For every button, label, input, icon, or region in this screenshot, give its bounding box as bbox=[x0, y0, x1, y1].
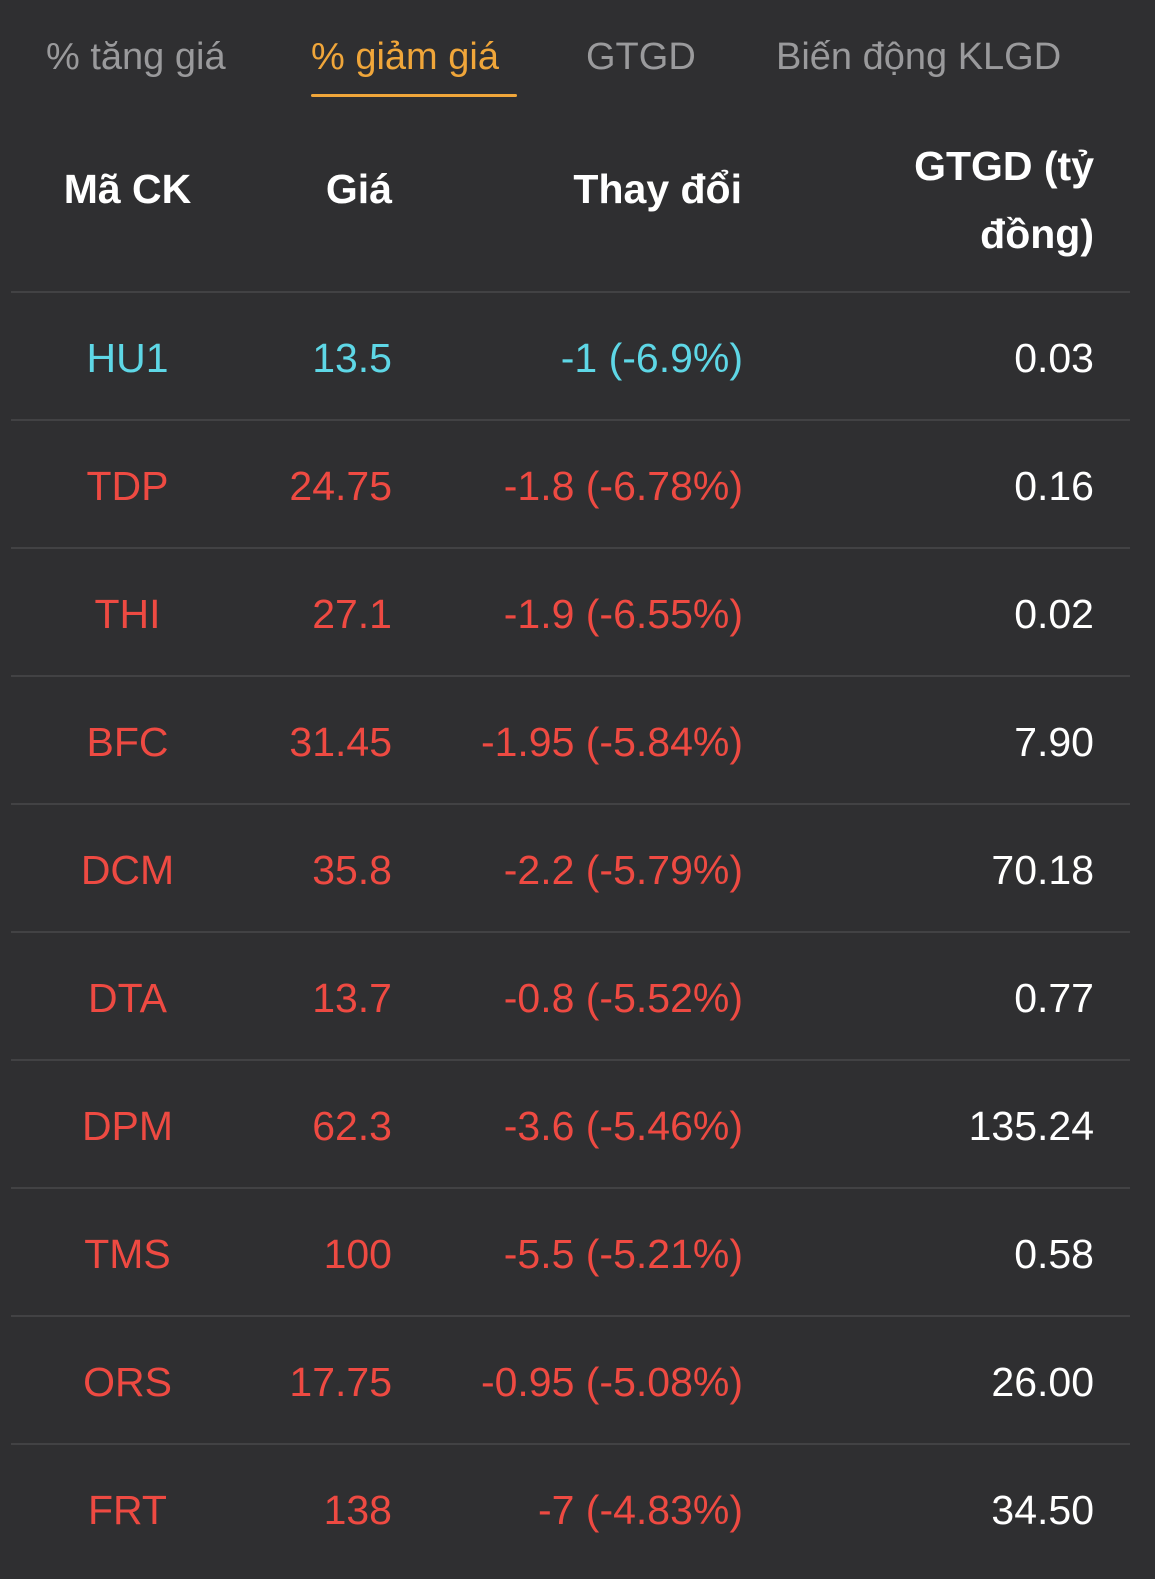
ticker-cell[interactable]: DPM bbox=[81, 1103, 174, 1149]
ticker-cell[interactable]: DCM bbox=[80, 847, 175, 893]
ticker-cell[interactable]: TMS bbox=[84, 1231, 171, 1277]
column-header-change[interactable]: Thay đổi bbox=[573, 166, 742, 212]
ticker-cell[interactable]: DTA bbox=[88, 975, 167, 1021]
tab-top-losers-label: % giảm giá bbox=[311, 36, 499, 78]
price-cell: 100 bbox=[323, 1231, 392, 1277]
trading-value-cell: 135.24 bbox=[968, 1103, 1094, 1149]
trading-value-cell: 7.90 bbox=[1014, 719, 1094, 765]
column-header-price[interactable]: Giá bbox=[325, 166, 392, 212]
ticker-cell[interactable]: THI bbox=[94, 591, 161, 637]
change-cell: -0.95 (-5.08%) bbox=[480, 1359, 743, 1405]
trading-value-cell: 26.00 bbox=[991, 1359, 1094, 1405]
column-header-trading-value-line2: đồng) bbox=[980, 211, 1094, 257]
change-cell: -2.2 (-5.79%) bbox=[503, 847, 743, 893]
price-cell: 17.75 bbox=[289, 1359, 392, 1405]
table-row[interactable]: FRT 138 -7 (-4.83%) 34.50 bbox=[11, 1443, 1130, 1571]
active-tab-underline bbox=[311, 94, 517, 97]
price-cell: 27.1 bbox=[312, 591, 392, 637]
tab-volume-change[interactable]: Biến động KLGD bbox=[776, 36, 1062, 78]
table-row[interactable]: BFC 31.45 -1.95 (-5.84%) 7.90 bbox=[11, 675, 1130, 803]
table-row[interactable]: DCM 35.8 -2.2 (-5.79%) 70.18 bbox=[11, 803, 1130, 931]
ticker-cell[interactable]: TDP bbox=[86, 463, 169, 509]
price-cell: 62.3 bbox=[312, 1103, 392, 1149]
ticker-cell[interactable]: HU1 bbox=[86, 335, 169, 381]
ticker-cell[interactable]: ORS bbox=[83, 1359, 172, 1405]
price-cell: 138 bbox=[323, 1487, 392, 1533]
trading-value-cell: 0.58 bbox=[1014, 1231, 1094, 1277]
table-row[interactable]: TMS 100 -5.5 (-5.21%) 0.58 bbox=[11, 1187, 1130, 1315]
tab-trading-value[interactable]: GTGD bbox=[586, 36, 696, 78]
table-row[interactable]: TDP 24.75 -1.8 (-6.78%) 0.16 bbox=[11, 419, 1130, 547]
price-cell: 13.5 bbox=[312, 335, 392, 381]
column-header-trading-value[interactable]: GTGD (tỷ đồng) bbox=[860, 132, 1094, 268]
price-cell: 13.7 bbox=[312, 975, 392, 1021]
trading-value-cell: 0.02 bbox=[1014, 591, 1094, 637]
tab-bar: % tăng giá % giảm giá GTGD Biến động KLG… bbox=[0, 0, 1155, 110]
table-row[interactable]: ORS 17.75 -0.95 (-5.08%) 26.00 bbox=[11, 1315, 1130, 1443]
table-row[interactable]: HU1 13.5 -1 (-6.9%) 0.03 bbox=[11, 291, 1130, 419]
ticker-cell[interactable]: BFC bbox=[86, 719, 169, 765]
price-cell: 24.75 bbox=[289, 463, 392, 509]
table-header: Mã CK Giá Thay đổi GTGD (tỷ đồng) bbox=[0, 120, 1155, 292]
change-cell: -0.8 (-5.52%) bbox=[503, 975, 743, 1021]
stock-table-body: HU1 13.5 -1 (-6.9%) 0.03 TDP 24.75 -1.8 (-6.78… bbox=[0, 291, 1155, 1571]
change-cell: -1.9 (-6.55%) bbox=[503, 591, 743, 637]
tab-top-gainers[interactable]: % tăng giá bbox=[46, 36, 226, 78]
trading-value-cell: 0.03 bbox=[1014, 335, 1094, 381]
table-row[interactable]: DTA 13.7 -0.8 (-5.52%) 0.77 bbox=[11, 931, 1130, 1059]
tab-top-losers[interactable]: % giảm giá bbox=[311, 36, 517, 97]
change-cell: -1 (-6.9%) bbox=[560, 335, 743, 381]
ticker-cell[interactable]: FRT bbox=[88, 1487, 167, 1533]
change-cell: -7 (-4.83%) bbox=[537, 1487, 743, 1533]
change-cell: -1.95 (-5.84%) bbox=[480, 719, 743, 765]
column-header-ticker[interactable]: Mã CK bbox=[63, 166, 192, 212]
change-cell: -1.8 (-6.78%) bbox=[503, 463, 743, 509]
table-row[interactable]: THI 27.1 -1.9 (-6.55%) 0.02 bbox=[11, 547, 1130, 675]
trading-value-cell: 0.16 bbox=[1014, 463, 1094, 509]
change-cell: -3.6 (-5.46%) bbox=[503, 1103, 743, 1149]
price-cell: 35.8 bbox=[312, 847, 392, 893]
trading-value-cell: 70.18 bbox=[991, 847, 1094, 893]
column-header-trading-value-line1: GTGD (tỷ bbox=[914, 143, 1094, 189]
price-cell: 31.45 bbox=[289, 719, 392, 765]
trading-value-cell: 0.77 bbox=[1014, 975, 1094, 1021]
trading-value-cell: 34.50 bbox=[991, 1487, 1094, 1533]
table-row[interactable]: DPM 62.3 -3.6 (-5.46%) 135.24 bbox=[11, 1059, 1130, 1187]
change-cell: -5.5 (-5.21%) bbox=[503, 1231, 743, 1277]
